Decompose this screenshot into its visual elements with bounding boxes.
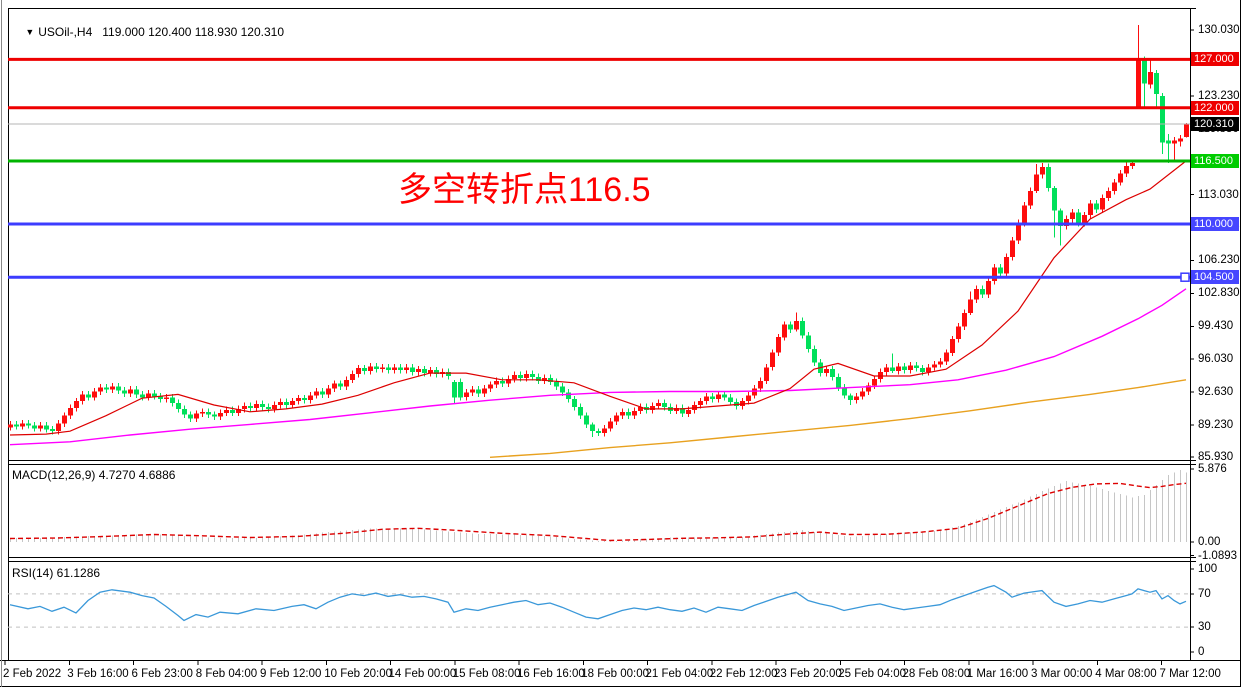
rsi-line bbox=[9, 584, 1187, 622]
time-label-18: 7 Mar 12:00 bbox=[1159, 668, 1221, 680]
rsi-tick-0: 0 bbox=[1198, 646, 1205, 658]
price-badge-120.310: 120.310 bbox=[1191, 117, 1239, 132]
time-label-1: 3 Feb 16:00 bbox=[67, 668, 129, 680]
symbol-dropdown-icon[interactable]: ▼ bbox=[25, 27, 35, 37]
macd-tick--1.0893: -1.0893 bbox=[1198, 549, 1238, 562]
axis-tick-marks bbox=[4, 29, 1194, 665]
rsi-tick-100: 100 bbox=[1198, 563, 1218, 575]
candles-layer bbox=[8, 24, 1189, 437]
price-tick-89.23: 89.230 bbox=[1198, 419, 1234, 432]
ma-mid-line bbox=[9, 288, 1187, 446]
time-label-14: 28 Feb 08:00 bbox=[902, 668, 971, 680]
price-tick-85.93: 85.930 bbox=[1198, 451, 1234, 464]
time-label-12: 23 Feb 20:00 bbox=[774, 668, 842, 680]
annotation-text[interactable]: 多空转折点116.5 bbox=[398, 171, 651, 209]
hline-handle-104.5[interactable] bbox=[1180, 272, 1190, 282]
price-tick-106.23: 106.230 bbox=[1198, 254, 1240, 267]
price-badge-127.000: 127.000 bbox=[1191, 52, 1239, 67]
price-badge-104.500: 104.500 bbox=[1191, 270, 1239, 285]
macd-signal-line bbox=[9, 482, 1187, 542]
time-label-13: 25 Feb 04:00 bbox=[838, 668, 907, 680]
time-label-5: 10 Feb 20:00 bbox=[324, 668, 393, 680]
time-label-11: 22 Feb 12:00 bbox=[709, 668, 778, 680]
time-label-10: 21 Feb 04:00 bbox=[645, 668, 714, 680]
price-tick-96.03: 96.030 bbox=[1198, 353, 1234, 366]
time-label-0: 2 Feb 2022 bbox=[3, 668, 62, 680]
time-label-3: 8 Feb 04:00 bbox=[195, 668, 258, 680]
price-tick-130.03: 130.030 bbox=[1198, 24, 1240, 36]
time-label-16: 3 Mar 00:00 bbox=[1031, 668, 1093, 680]
macd-header: MACD(12,26,9) 4.7270 4.6886 bbox=[12, 468, 176, 482]
price-tick-113.03: 113.030 bbox=[1198, 188, 1239, 201]
time-label-4: 9 Feb 12:00 bbox=[260, 668, 322, 680]
ma-fast-line bbox=[9, 160, 1187, 436]
rsi-tick-30: 30 bbox=[1198, 621, 1211, 634]
time-label-7: 15 Feb 08:00 bbox=[452, 668, 521, 680]
price-badge-122.000: 122.000 bbox=[1191, 100, 1239, 115]
price-badge-116.500: 116.500 bbox=[1191, 154, 1239, 168]
symbol-ohlc-text: USOil-,H4 119.000 120.400 118.930 120.31… bbox=[38, 25, 285, 39]
time-label-17: 4 Mar 08:00 bbox=[1095, 668, 1157, 680]
macd-tick-0.00: 0.00 bbox=[1198, 536, 1221, 548]
rsi-tick-70: 70 bbox=[1198, 587, 1211, 600]
ma-slow-line bbox=[489, 379, 1187, 458]
price-tick-102.83: 102.830 bbox=[1198, 287, 1240, 300]
time-label-6: 14 Feb 00:00 bbox=[388, 668, 457, 680]
macd-histogram bbox=[10, 469, 1187, 542]
time-label-8: 16 Feb 16:00 bbox=[517, 668, 585, 680]
time-label-2: 6 Feb 23:00 bbox=[131, 668, 193, 680]
macd-tick-5.876: 5.876 bbox=[1198, 463, 1227, 476]
price-badge-110.000: 110.000 bbox=[1191, 216, 1239, 231]
time-label-15: 1 Mar 16:00 bbox=[966, 668, 1029, 680]
symbol-header: ▼ USOil-,H4 119.000 120.400 118.930 120.3… bbox=[12, 11, 284, 53]
time-label-9: 18 Feb 00:00 bbox=[581, 668, 650, 680]
rsi-header: RSI(14) 61.1286 bbox=[12, 566, 101, 580]
price-tick-92.63: 92.630 bbox=[1198, 386, 1234, 399]
price-tick-99.43: 99.430 bbox=[1198, 320, 1234, 333]
price-tick-123.23: 123.230 bbox=[1198, 89, 1240, 102]
